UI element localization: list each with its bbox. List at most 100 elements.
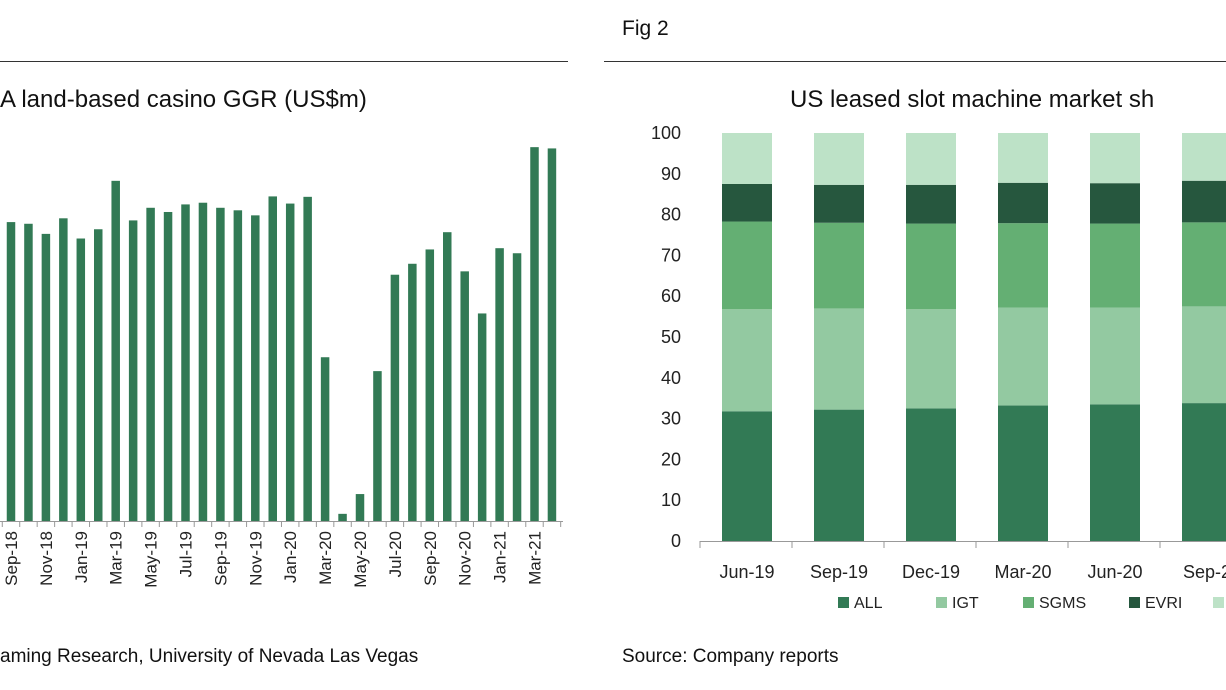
right-y-tick-label: 60 xyxy=(661,286,681,306)
share-segment xyxy=(722,133,772,184)
ggr-bar xyxy=(146,207,155,521)
ggr-bar xyxy=(303,196,312,521)
right-y-tick-label: 10 xyxy=(661,490,681,510)
left-top-rule xyxy=(0,61,568,62)
share-segment xyxy=(722,184,772,222)
ggr-bar xyxy=(198,202,208,521)
left-source-note: aming Research, University of Nevada Las… xyxy=(0,646,419,667)
share-segment xyxy=(1090,307,1140,405)
right-y-tick-label: 90 xyxy=(661,164,681,184)
right-x-tick-label: Sep-19 xyxy=(810,562,868,582)
ggr-bar xyxy=(94,229,103,521)
left-x-tick-label: Mar-21 xyxy=(526,531,545,585)
ggr-bar xyxy=(320,357,330,521)
legend-swatch xyxy=(936,597,947,608)
share-segment xyxy=(998,182,1048,224)
share-segment xyxy=(1182,180,1226,223)
ggr-bar xyxy=(547,148,557,522)
share-segment xyxy=(906,309,956,409)
ggr-bar xyxy=(59,218,68,522)
right-x-tick-label: Jun-19 xyxy=(719,562,774,582)
legend-swatch xyxy=(1023,597,1034,608)
left-x-tick-label: Nov-20 xyxy=(456,531,475,586)
left-x-tick-label: Sep-19 xyxy=(211,531,230,586)
figure-number: Fig 2 xyxy=(622,17,669,40)
ggr-bar xyxy=(285,203,295,521)
ggr-bar xyxy=(251,215,260,521)
ggr-bar xyxy=(338,513,347,521)
ggr-bar xyxy=(268,196,277,521)
right-x-tick-label: Jun-20 xyxy=(1087,562,1142,582)
share-segment xyxy=(814,133,864,185)
legend-label: IGT xyxy=(952,595,979,612)
ggr-bar xyxy=(233,210,243,522)
share-segment xyxy=(998,405,1048,541)
right-x-tick-label: Mar-20 xyxy=(994,562,1051,582)
ggr-bar xyxy=(443,232,452,521)
right-y-tick-label: 0 xyxy=(671,531,681,551)
ggr-bar xyxy=(460,271,469,521)
share-segment xyxy=(998,307,1048,406)
left-bar-chart: Sep-18 Nov-18 Jan-19 Mar-19 May-19 Jul-19 Sep-… xyxy=(0,147,563,588)
right-x-tick-label: Dec-19 xyxy=(902,562,960,582)
left-x-tick-label: Jan-21 xyxy=(491,531,510,583)
right-stacked-chart: 0 10 20 30 40 50 60 70 80 90 100 Jun-19 Sep-19 Dec-19… xyxy=(651,123,1226,612)
share-segment xyxy=(814,409,864,541)
left-chart-title: A land-based casino GGR (US$m) xyxy=(0,86,367,113)
share-segment xyxy=(1090,404,1140,541)
ggr-bar xyxy=(390,274,400,521)
right-y-tick-label: 30 xyxy=(661,409,681,429)
ggr-bar xyxy=(495,248,504,521)
share-segment xyxy=(814,308,864,410)
left-x-tick-label: Mar-19 xyxy=(107,531,126,585)
legend-swatch xyxy=(838,597,849,608)
ggr-bar xyxy=(181,204,190,521)
ggr-bar xyxy=(530,147,539,521)
ggr-bar xyxy=(355,494,365,521)
share-segment xyxy=(998,223,1048,308)
legend-label: EVRI xyxy=(1145,595,1182,612)
right-x-tick-label: Sep-2 xyxy=(1183,562,1226,582)
ggr-bar xyxy=(128,220,138,521)
left-x-tick-label: Mar-20 xyxy=(316,531,335,585)
share-segment xyxy=(722,411,772,541)
right-chart-title: US leased slot machine market sh xyxy=(790,86,1155,113)
left-x-tick-label: Jul-20 xyxy=(386,531,405,577)
right-y-tick-label: 40 xyxy=(661,368,681,388)
left-x-tick-label: May-20 xyxy=(351,531,370,588)
right-y-tick-label: 50 xyxy=(661,327,681,347)
share-segment xyxy=(906,184,956,224)
share-segment xyxy=(906,133,956,185)
legend-swatch xyxy=(1129,597,1140,608)
share-segment xyxy=(1090,183,1140,224)
ggr-bar xyxy=(76,238,86,521)
ggr-bar xyxy=(216,207,225,521)
left-x-tick-label: Sep-20 xyxy=(421,531,440,586)
ggr-bar xyxy=(477,313,487,521)
ggr-bar xyxy=(6,222,16,521)
ggr-bar xyxy=(512,253,522,522)
ggr-bar xyxy=(163,211,173,522)
share-segment xyxy=(906,408,956,541)
right-y-tick-label: 70 xyxy=(661,245,681,265)
share-segment xyxy=(998,133,1048,183)
left-x-tick-label: Jul-19 xyxy=(177,531,196,577)
share-segment xyxy=(1182,306,1226,404)
ggr-bar xyxy=(373,371,382,521)
share-segment xyxy=(722,221,772,310)
share-segment xyxy=(1182,222,1226,307)
right-y-tick-label: 100 xyxy=(651,123,681,143)
left-x-tick-label: Jan-20 xyxy=(281,531,300,583)
ggr-bar xyxy=(408,263,417,521)
share-segment xyxy=(906,223,956,310)
left-x-tick-label: May-19 xyxy=(142,531,161,588)
left-x-tick-label: Nov-19 xyxy=(246,531,265,586)
right-y-tick-label: 80 xyxy=(661,205,681,225)
share-segment xyxy=(1090,223,1140,308)
left-x-tick-label: Jan-19 xyxy=(72,531,91,583)
share-segment xyxy=(1090,133,1140,184)
ggr-bar xyxy=(24,223,33,521)
legend-label: SGMS xyxy=(1039,595,1086,612)
ggr-bar xyxy=(41,233,51,521)
